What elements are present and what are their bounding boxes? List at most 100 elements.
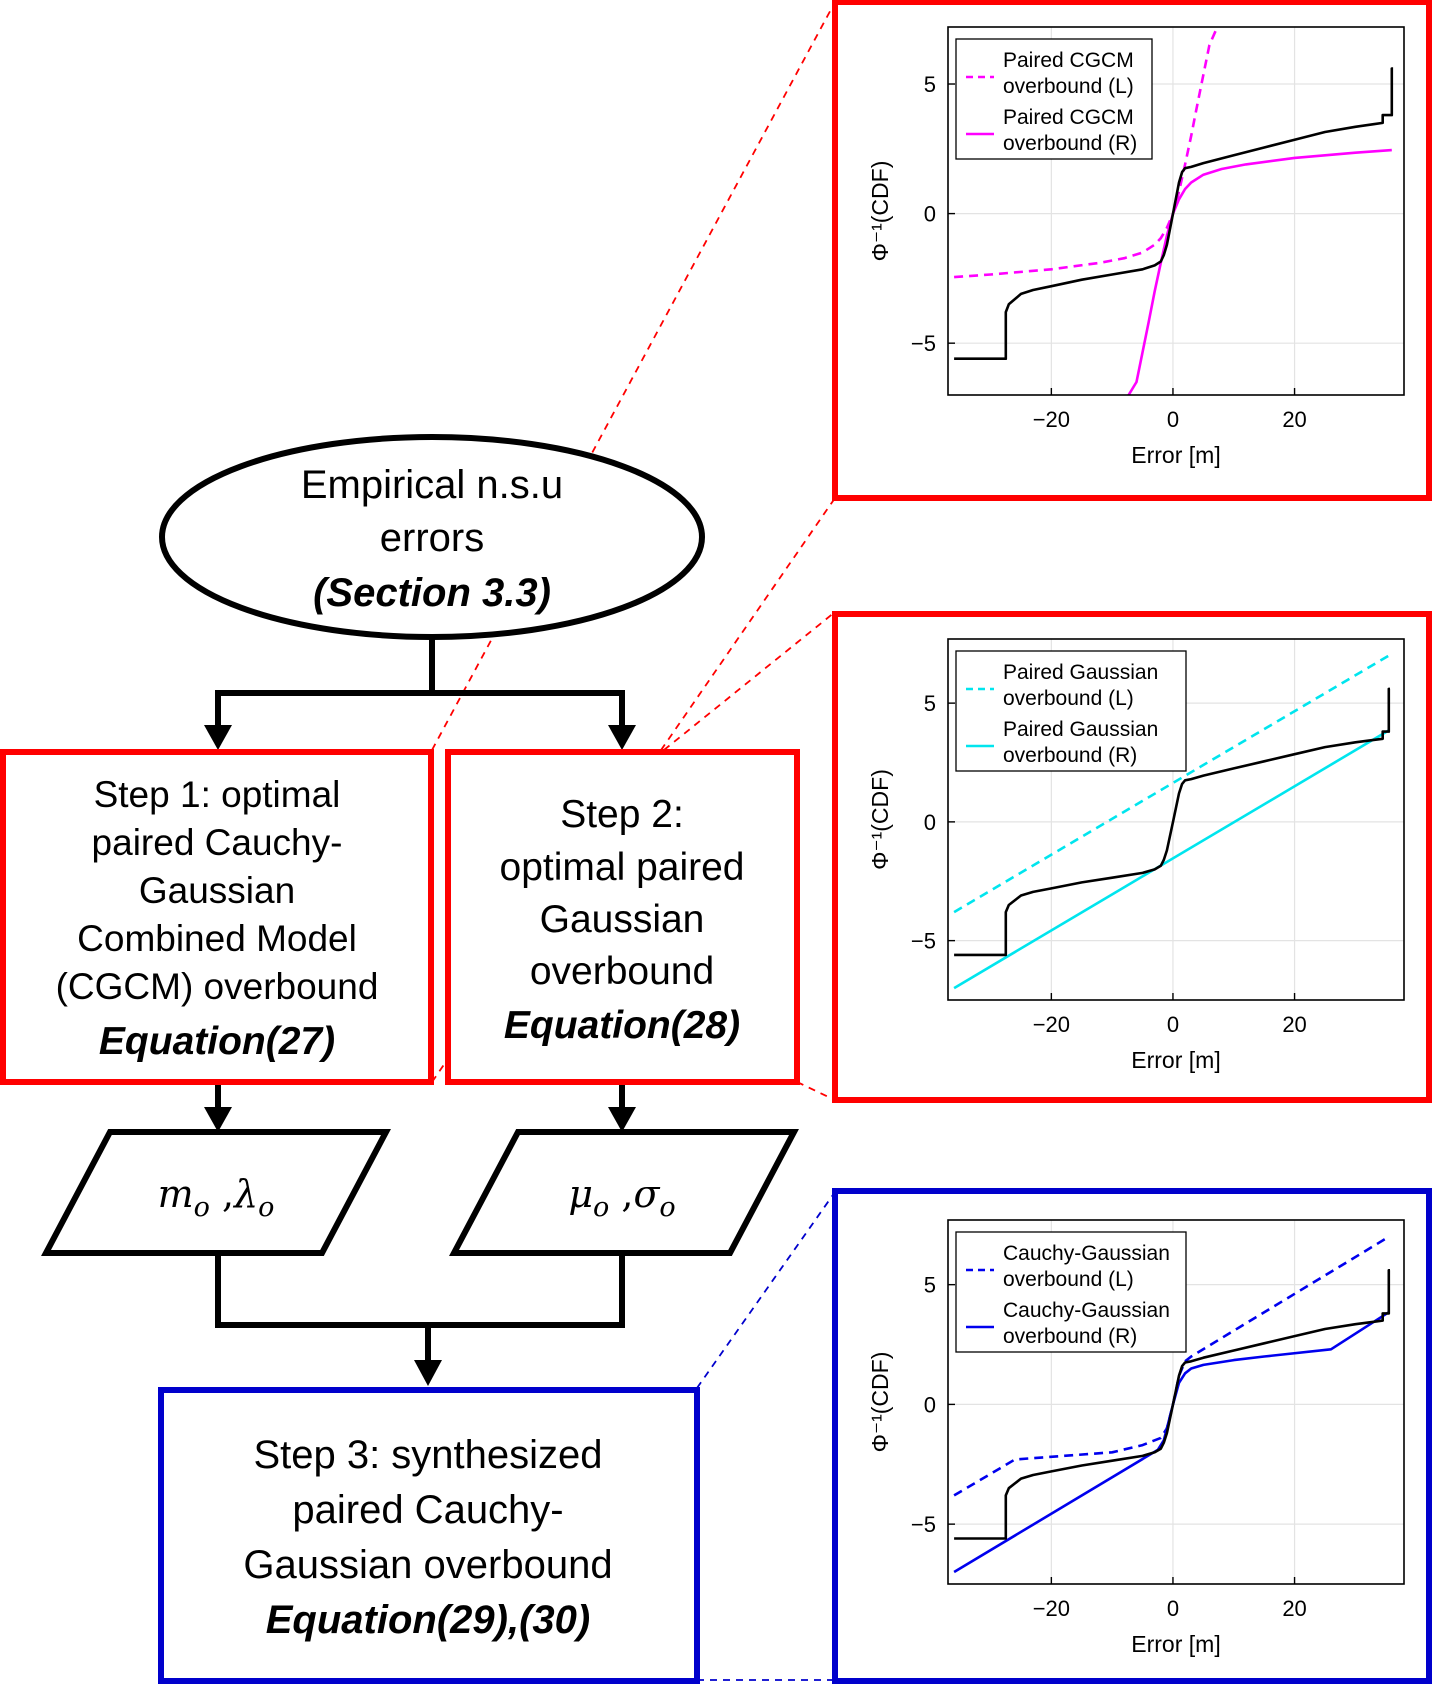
param1-parallelogram <box>41 1129 391 1256</box>
step3-line-3: Gaussian overbound <box>243 1543 612 1587</box>
step1-frame <box>0 749 434 1085</box>
y-tick-label: 0 <box>924 202 936 227</box>
connector-step2-bottom <box>796 1081 836 1101</box>
start-node: Empirical n.s.u errors (Section 3.3) <box>159 434 705 640</box>
y-tick-label: 5 <box>924 1273 936 1298</box>
step3-line-1: Step 3: synthesized <box>253 1433 602 1477</box>
step1-line-1: Step 1: optimal <box>94 774 341 815</box>
start-ref: (Section 3.3) <box>313 571 551 615</box>
param2-a: μ <box>568 1172 593 1216</box>
legend-box <box>955 650 1187 772</box>
step1-box: Step 1: optimal paired Cauchy- Gaussian … <box>0 749 434 1085</box>
param2-b: σ <box>633 1172 660 1216</box>
series-line-empirical <box>954 687 1391 957</box>
step3-box: Step 3: synthesized paired Cauchy- Gauss… <box>158 1387 700 1684</box>
legend-label-line1: Paired Gaussian <box>1003 661 1158 684</box>
param2-sep: , <box>609 1172 633 1216</box>
step2-line-3: Gaussian <box>540 898 705 941</box>
y-tick-label: −5 <box>911 929 936 954</box>
start-ellipse <box>159 434 705 640</box>
chart-panels: −20 0 20 −5 0 5 Error [m] Φ⁻¹(CDF) Paired CGCM ov… <box>832 0 1432 1684</box>
flow-arrows <box>215 638 625 1362</box>
legend-label-line2: overbound (R) <box>1003 744 1137 767</box>
x-axis-label: Error [m] <box>1131 1047 1220 1073</box>
legend-box <box>955 1231 1187 1353</box>
connector-step3-top <box>696 1191 836 1389</box>
step2-line-4: overbound <box>530 950 714 993</box>
x-tick-label: −20 <box>1033 1012 1070 1037</box>
series-group <box>953 654 1391 990</box>
plot-area-border <box>947 1219 1405 1585</box>
x-tick-label: 20 <box>1282 1596 1306 1621</box>
y-tick-label: 5 <box>924 72 936 97</box>
x-tick-label: 0 <box>1167 407 1179 432</box>
step1-line-3: Gaussian <box>139 870 295 911</box>
chart-bottom: −20 0 20 −5 0 5 Error [m] Φ⁻¹(CDF) Cauchy-Gaussi… <box>832 1188 1432 1684</box>
step2-line-1: Step 2: <box>560 793 684 836</box>
legend-box <box>955 38 1153 160</box>
series-line-empirical <box>954 1269 1391 1540</box>
y-tick-label: 0 <box>924 1392 936 1417</box>
step1-line-4: Combined Model <box>77 918 357 959</box>
x-tick-label: 20 <box>1282 407 1306 432</box>
param2-parallelogram <box>449 1129 799 1256</box>
y-tick-label: 5 <box>924 691 936 716</box>
plot-area-border <box>947 26 1405 396</box>
param1-sep: , <box>210 1172 234 1216</box>
param1-a-sub: o <box>194 1192 210 1223</box>
series-line-paired-gaussian-overbound-r- <box>953 729 1390 990</box>
connector-step2-top <box>663 611 836 751</box>
legend-label-line2: overbound (L) <box>1003 1268 1134 1291</box>
y-tick-label: −5 <box>911 1512 936 1537</box>
y-axis-label: Φ⁻¹(CDF) <box>867 161 893 262</box>
y-tick-label: −5 <box>911 331 936 356</box>
step1-equation: Equation(27) <box>99 1020 335 1063</box>
step1-line-5: (CGCM) overbound <box>56 966 379 1007</box>
series-group <box>953 1235 1391 1574</box>
param2-label: μo ,σo <box>568 1172 675 1223</box>
x-tick-label: −20 <box>1033 1596 1070 1621</box>
step2-frame <box>445 749 800 1085</box>
x-tick-label: 20 <box>1282 1012 1306 1037</box>
step2-box: Step 2: optimal paired Gaussian overboun… <box>445 749 800 1085</box>
step3-frame <box>158 1387 700 1684</box>
param1-b-sub: o <box>258 1192 274 1223</box>
legend-label-line1: Paired CGCM <box>1003 49 1134 72</box>
series-line-paired-gaussian-overbound-l- <box>953 654 1390 914</box>
y-axis-label: Φ⁻¹(CDF) <box>867 769 893 870</box>
series-line-empirical <box>954 67 1394 361</box>
legend-label-line1: Paired CGCM <box>1003 106 1134 129</box>
legend-label-line1: Paired Gaussian <box>1003 718 1158 741</box>
arrow-head-step2 <box>608 725 636 750</box>
start-line1: Empirical n.s.u <box>301 463 563 507</box>
start-line2: errors <box>380 516 484 560</box>
y-axis-label: Φ⁻¹(CDF) <box>867 1352 893 1453</box>
param1-node: mo ,λo <box>41 1129 391 1256</box>
series-line-paired-cgcm-overbound-r- <box>1127 148 1392 395</box>
param1-a: m <box>158 1172 194 1216</box>
x-tick-label: −20 <box>1033 407 1070 432</box>
arrow-head-step1 <box>204 725 232 750</box>
arrow-head-step3 <box>414 1360 442 1386</box>
param1-label: mo ,λo <box>158 1172 275 1223</box>
legend-label-line2: overbound (L) <box>1003 75 1134 98</box>
arrow-heads <box>204 725 636 1386</box>
chart-middle: −20 0 20 −5 0 5 Error [m] Φ⁻¹(CDF) Paired Gaussi… <box>832 611 1432 1103</box>
arrow-head-param2 <box>608 1107 636 1132</box>
series-line-paired-cgcm-overbound-l- <box>954 27 1219 279</box>
legend-label-line2: overbound (R) <box>1003 132 1137 155</box>
legend-label-line2: overbound (R) <box>1003 1325 1137 1348</box>
series-group <box>954 27 1394 395</box>
plot-area-border <box>947 638 1405 1001</box>
x-axis-label: Error [m] <box>1131 442 1220 468</box>
y-tick-label: 0 <box>924 810 936 835</box>
step1-line-2: paired Cauchy- <box>92 822 343 863</box>
legend-label-line1: Cauchy-Gaussian <box>1003 1242 1170 1265</box>
param2-node: μo ,σo <box>449 1129 799 1256</box>
param1-b: λ <box>232 1172 258 1216</box>
param2-b-sub: o <box>659 1192 675 1223</box>
legend-label-line2: overbound (L) <box>1003 687 1134 710</box>
step3-equation: Equation(29),(30) <box>266 1598 590 1642</box>
x-tick-label: 0 <box>1167 1012 1179 1037</box>
